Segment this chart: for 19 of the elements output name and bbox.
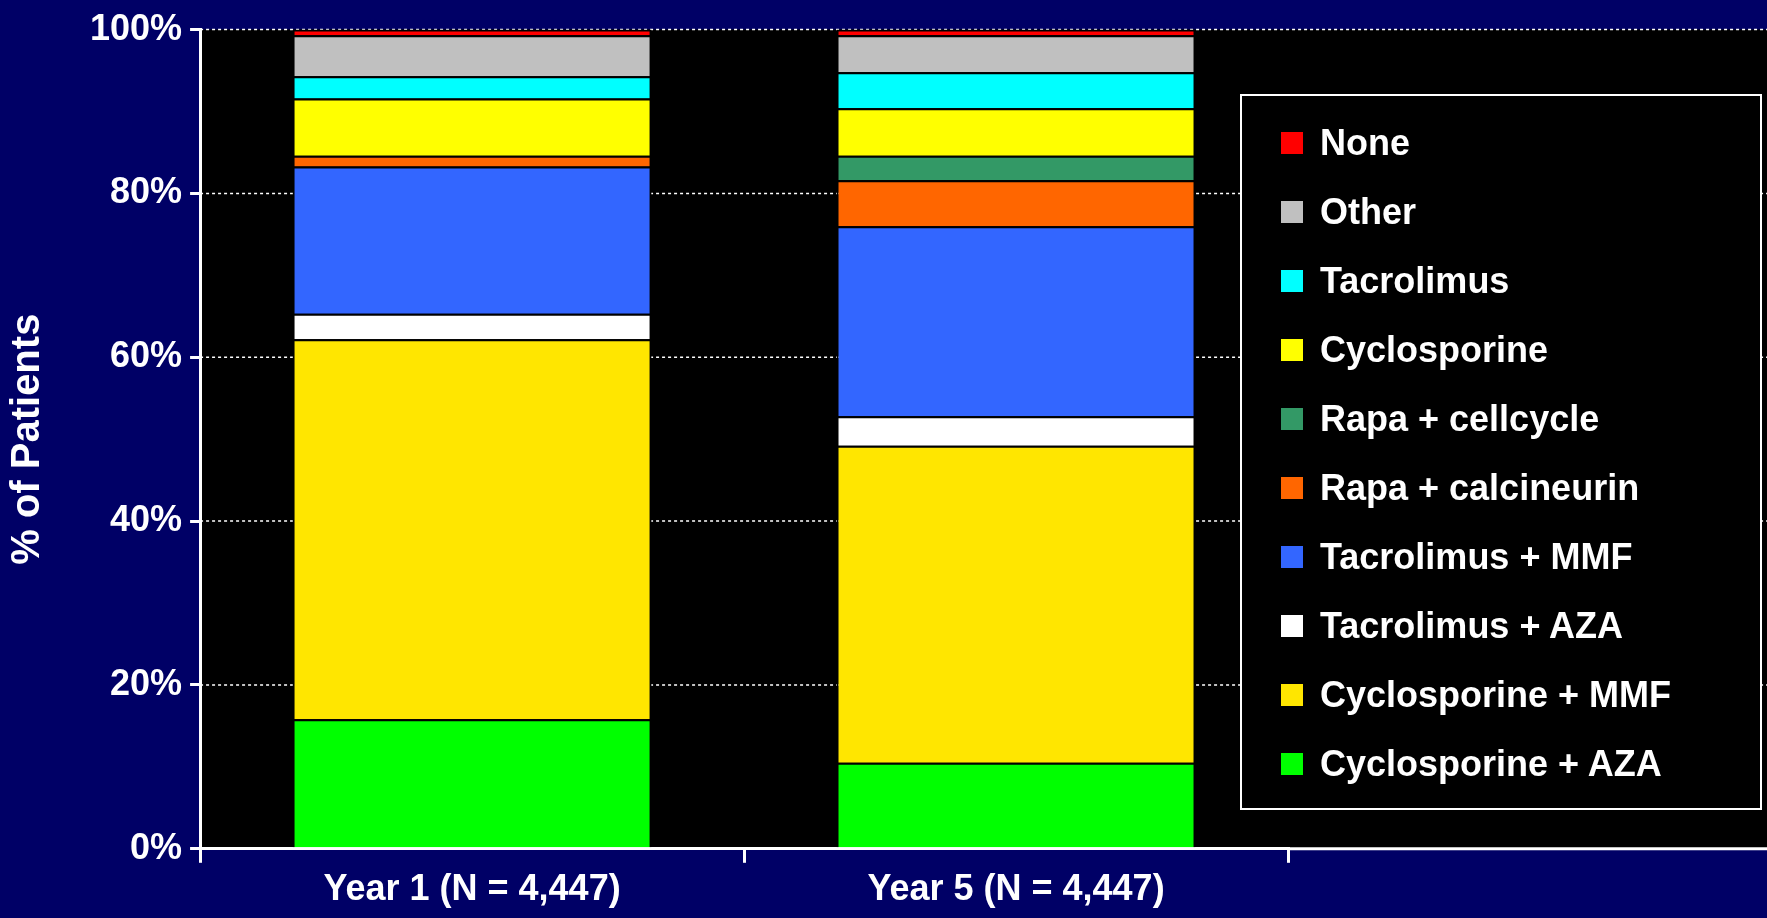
y-tick-label: 100% bbox=[90, 6, 183, 48]
y-tick-label: 40% bbox=[110, 498, 183, 540]
y-axis-title: % of Patients bbox=[3, 313, 48, 565]
y-tick-label: 60% bbox=[110, 334, 183, 376]
legend-label: Other bbox=[1320, 190, 1417, 233]
x-tick-label: Year 5 (N = 4,447) bbox=[867, 867, 1165, 909]
legend-label: Cyclosporine + MMF bbox=[1320, 673, 1672, 716]
legend-label: Tacrolimus + AZA bbox=[1320, 604, 1624, 647]
legend-label: Rapa + calcineurin bbox=[1320, 466, 1640, 509]
legend-label: Cyclosporine + AZA bbox=[1320, 742, 1662, 785]
x-tick-label: Year 1 (N = 4,447) bbox=[323, 867, 621, 909]
y-tick-label: 20% bbox=[110, 661, 183, 703]
legend-label: None bbox=[1320, 121, 1410, 164]
y-tick-label: 0% bbox=[130, 825, 183, 867]
legend-label: Cyclosporine bbox=[1320, 328, 1549, 371]
legend-label: Rapa + cellcycle bbox=[1320, 397, 1600, 440]
y-tick-label: 80% bbox=[110, 170, 183, 212]
legend-label: Tacrolimus bbox=[1320, 259, 1510, 302]
legend-label: Tacrolimus + MMF bbox=[1320, 535, 1633, 578]
